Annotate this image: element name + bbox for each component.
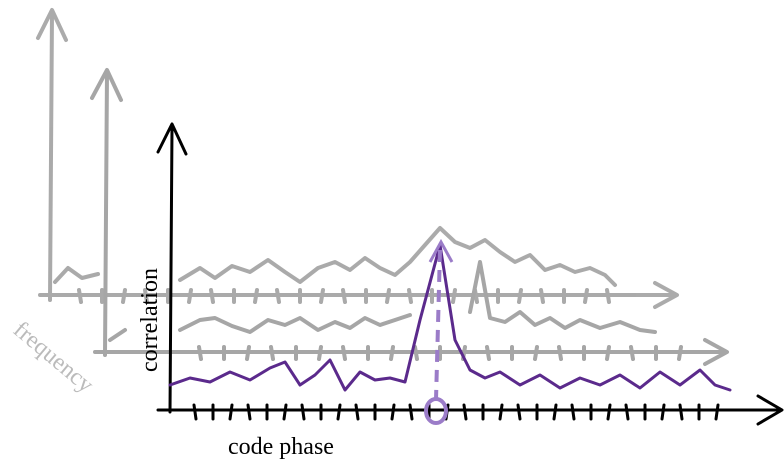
y-axis (156, 122, 188, 414)
gray-axis (38, 281, 679, 309)
peak-circle (424, 397, 448, 425)
depth-axis-label: frequency (8, 317, 98, 399)
y-axis-label: correlation (137, 268, 163, 372)
peak-marker (434, 249, 442, 401)
x-ticks (192, 403, 720, 421)
x-axis (156, 394, 784, 426)
back-plane-1 (36, 8, 679, 309)
peak-arrow (428, 238, 454, 263)
gray-trace (53, 226, 617, 287)
correlation-trace (168, 243, 732, 392)
x-axis-label: code phase (228, 434, 334, 460)
gray-trace (108, 260, 657, 342)
back-plane-2 (90, 68, 729, 366)
gray-ticks (77, 288, 611, 304)
gray-axis (36, 8, 68, 302)
gray-ticks (197, 345, 683, 361)
gray-axis (90, 68, 123, 357)
